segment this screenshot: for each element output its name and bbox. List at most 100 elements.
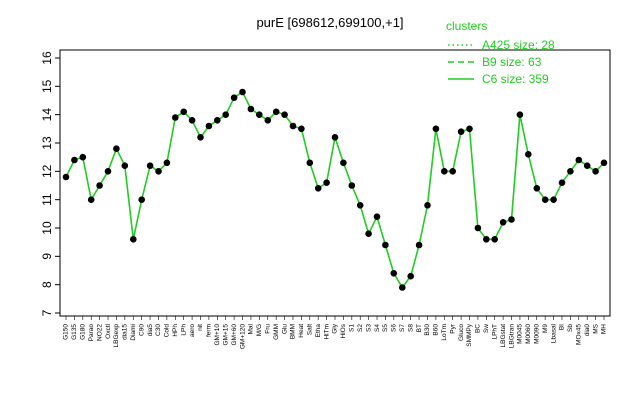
x-tick-label: Sw [483, 324, 490, 333]
x-tick-label: Cold [164, 324, 171, 338]
data-point [449, 168, 457, 175]
data-point [331, 134, 339, 141]
data-point [71, 156, 78, 164]
data-point [541, 196, 549, 203]
x-tick-label: LBGtran [508, 324, 515, 349]
y-tick-label: 16 [40, 51, 54, 65]
y-axis: 7 8 9 10 11 12 13 14 15 16 [40, 51, 61, 316]
data-point [533, 185, 541, 192]
x-tick-label: LPhT [491, 324, 498, 340]
y-tick-label: 12 [40, 164, 54, 178]
x-tick-label: B60 [433, 324, 440, 336]
x-tick-label: Salt [307, 324, 314, 335]
data-point [113, 145, 120, 152]
x-tick-label: C30 [155, 324, 162, 336]
x-tick-label: Lbasal [550, 323, 557, 343]
data-point [155, 168, 162, 175]
data-point [230, 94, 238, 101]
data-point [524, 151, 532, 158]
data-point [104, 168, 112, 175]
data-point [516, 111, 524, 118]
x-tick-label: M0045 [517, 324, 524, 344]
x-tick-label: GM+15 [222, 324, 229, 346]
x-tick-label: aero [189, 324, 196, 337]
data-point [356, 202, 364, 209]
x-tick-label: B30 [424, 324, 431, 336]
data-point [432, 125, 440, 133]
data-point [188, 117, 196, 124]
data-point [482, 236, 490, 243]
x-tick-label: BT [416, 324, 423, 332]
data-point [239, 88, 246, 96]
x-tick-label: M9 [542, 324, 549, 333]
x-tick-label: Sb [567, 324, 574, 332]
x-tick-label: GMM [273, 324, 280, 340]
x-axis: G150 G135 G180 Parao NO22 Oxctl LBGexp dia15 Dia… [63, 316, 608, 349]
data-point [96, 182, 103, 189]
x-tick-label: SMMPy [466, 323, 473, 347]
data-point [87, 196, 95, 203]
x-tick-label: LoTm [441, 324, 448, 341]
x-tick-label: dia5 [147, 324, 154, 337]
x-tick-label: HiTm [323, 324, 330, 340]
x-tick-label: LPh [180, 324, 187, 336]
legend-entry-2: B9 size: 63 [482, 55, 542, 69]
legend-title: clusters [446, 19, 487, 33]
data-point [457, 128, 465, 135]
x-tick-label: HiOs [340, 323, 347, 338]
y-tick-label: 7 [40, 309, 54, 316]
x-tick-label: S1 [349, 324, 356, 332]
x-tick-label: Glu [281, 324, 288, 335]
x-tick-label: dia15 [122, 324, 129, 340]
data-point [508, 216, 515, 223]
x-tick-label: dia0 [584, 324, 591, 337]
y-tick-label: 14 [40, 108, 54, 122]
legend-entry-1: A425 size: 28 [482, 38, 555, 52]
x-tick-label: C90 [138, 324, 145, 336]
data-point [583, 162, 591, 169]
legend: clusters A425 size: 28 B9 size: 63 C6 si… [446, 19, 555, 86]
data-point [163, 159, 171, 167]
data-point [348, 182, 356, 189]
plot-frame [59, 49, 611, 317]
data-point [264, 117, 272, 124]
x-tick-label: MS [592, 323, 599, 333]
data-point [205, 122, 213, 130]
data-point [62, 173, 70, 181]
y-tick-label: 10 [40, 221, 54, 235]
data-point [415, 241, 423, 249]
x-tick-label: S5 [382, 324, 389, 332]
x-tick-label: Diami [130, 324, 137, 341]
x-tick-label: BMM [290, 324, 297, 339]
x-tick-label: S2 [357, 324, 364, 332]
data-point [255, 111, 263, 118]
x-tick-label: Mal [248, 323, 255, 334]
data-point [365, 230, 372, 237]
data-point [474, 224, 482, 232]
x-tick-label: NO22 [96, 324, 103, 341]
data-point [558, 179, 566, 186]
x-tick-label: Pyr [449, 323, 456, 334]
data-point [373, 213, 381, 220]
x-tick-label: M0090 [533, 324, 540, 344]
y-tick-label: 13 [40, 136, 54, 150]
data-point [550, 196, 557, 203]
data-point [306, 159, 314, 167]
x-tick-label: M0060 [525, 324, 532, 344]
y-tick-label: 15 [40, 79, 54, 93]
x-tick-label: BI [559, 324, 566, 330]
data-point [79, 153, 87, 161]
x-tick-label: GM+60 [231, 324, 238, 346]
data-point [499, 219, 507, 226]
data-point [466, 125, 473, 133]
data-point [289, 122, 297, 130]
x-tick-label: Gly [332, 323, 339, 334]
data-point [130, 236, 137, 243]
y-tick-label: 11 [40, 193, 54, 206]
data-point [592, 168, 599, 175]
x-tick-label: MOx45 [576, 324, 583, 345]
plot-area [62, 88, 608, 291]
data-point [197, 134, 204, 141]
x-tick-label: Oxctl [105, 323, 112, 338]
data-point [121, 162, 129, 169]
